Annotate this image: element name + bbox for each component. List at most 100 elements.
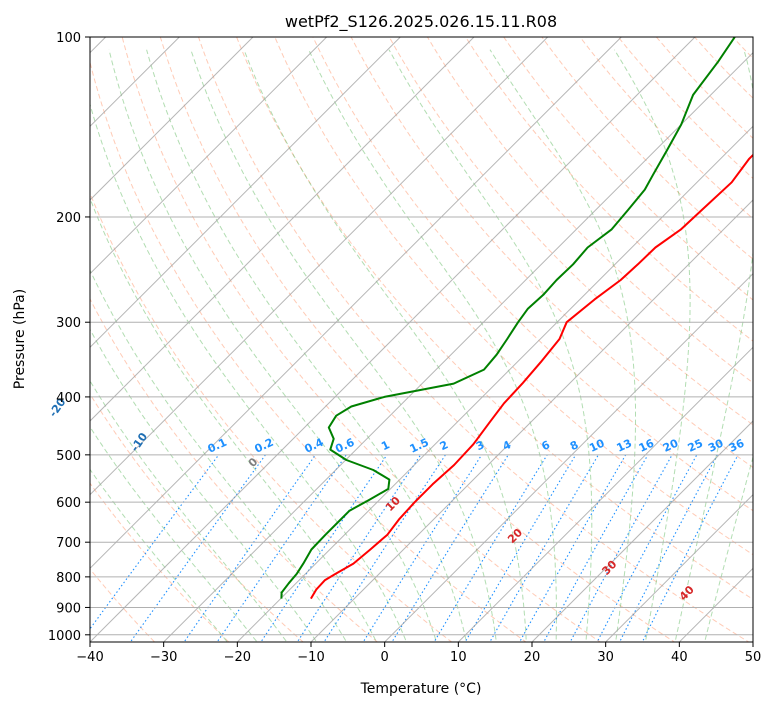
x-tick-label: −20: [224, 650, 251, 665]
x-tick-label: −40: [76, 650, 103, 665]
mixing-ratio-line: [296, 454, 422, 642]
mixing-ratio-line: [569, 454, 673, 642]
mixing-ratio-line: [260, 454, 388, 642]
series-lines: [280, 37, 753, 600]
dry-adiabat-label: -10: [128, 430, 150, 454]
moist-adiabat-line: [308, 49, 557, 642]
mixing-ratio-line: [391, 454, 509, 642]
mixing-ratio-line: [464, 454, 577, 642]
moist-adiabat-line: [90, 426, 258, 642]
isotherm-line: [90, 37, 622, 570]
dry-adiabat-line: [274, 37, 753, 556]
background-lines: [0, 37, 775, 648]
mixing-ratio-label: 1: [379, 438, 391, 453]
isotherm-line: [604, 493, 753, 642]
mixing-ratio-label: 0.1: [206, 436, 229, 456]
mixing-ratio-label: 25: [686, 437, 705, 455]
x-tick-label: −10: [297, 650, 324, 665]
mixing-ratio-line: [323, 454, 446, 642]
mixing-ratio-label: 16: [637, 436, 657, 454]
moist-adiabat-line: [243, 49, 527, 642]
y-tick-label: 700: [56, 536, 81, 551]
dry-adiabat-line: [503, 37, 753, 301]
dry-adiabat-line: [656, 37, 753, 139]
isotherm-line: [90, 37, 696, 642]
dry-adiabat-line: [90, 60, 527, 642]
dry-adiabat-line: [694, 37, 753, 99]
mixing-ratio-label: 20: [661, 436, 681, 454]
mixing-ratio-label: 6: [539, 438, 552, 453]
x-tick-label: 30: [597, 650, 614, 665]
x-axis-label: Temperature (°C): [360, 681, 482, 697]
x-tick-label: −30: [150, 650, 177, 665]
dry-adiabat-line: [90, 482, 230, 642]
dry-adiabat-line: [159, 37, 676, 642]
dry-adiabat-line: [90, 191, 453, 642]
chart-title: wetPf2_S126.2025.026.15.11.R08: [285, 12, 557, 32]
moist-adiabat-line: [90, 269, 348, 642]
y-tick-label: 200: [56, 211, 81, 226]
mixing-ratio-line: [433, 454, 548, 642]
axes: −40 −30 −20 −10 0 10 20 30 40 50 1000 900 800 700 600 5…: [48, 31, 761, 665]
x-tick-label: 0: [381, 650, 389, 665]
y-tick-label: 900: [56, 601, 81, 616]
dry-adiabat-line: [90, 297, 379, 642]
isotherm-line: [90, 37, 328, 275]
isotherm-line: [457, 346, 753, 642]
mixing-ratio-line: [183, 454, 316, 642]
dry-adiabat-line: [350, 37, 753, 469]
y-tick-label: 500: [56, 449, 81, 464]
dry-adiabat-line: [771, 37, 775, 648]
moist-adiabat-line: [108, 49, 437, 642]
y-tick-label: 400: [56, 391, 81, 406]
mixing-ratio-line: [362, 454, 483, 642]
isotherm-line: [236, 125, 753, 642]
y-tick-label: 300: [56, 316, 81, 331]
moist-adiabat-line: [90, 102, 408, 642]
mixing-ratio-label: 2: [438, 438, 450, 453]
isotherm-line: [162, 51, 753, 642]
isotherm-line: [531, 420, 753, 642]
isotherm-line: [90, 37, 401, 349]
isotherm-line: [383, 272, 753, 642]
dry-adiabat-line: [541, 37, 753, 260]
dry-adiabat-line: [465, 37, 753, 342]
x-tick-label: 50: [745, 650, 762, 665]
y-axis-label: Pressure (hPa): [12, 289, 28, 389]
x-tick-label: 40: [671, 650, 688, 665]
mixing-ratio-line: [90, 454, 220, 630]
moist-adiabat-line: [674, 49, 753, 642]
dry-adiabat-line: [579, 37, 753, 220]
grid-lines: [90, 37, 753, 642]
mixing-ratio-line: [129, 454, 266, 642]
plot-frame: [89, 36, 754, 643]
mixing-ratio-line: [519, 454, 627, 642]
moist-adiabat-line: [90, 468, 229, 642]
isotherm-line: [90, 37, 254, 201]
moist-adiabat-line: [613, 49, 691, 642]
dry-adiabat-line: [121, 37, 601, 642]
dry-adiabat-line: [312, 37, 753, 512]
dry-adiabat-line: [90, 393, 304, 642]
moist-adiabat-line: [489, 49, 636, 642]
mixing-ratio-label: 8: [568, 438, 580, 453]
mixing-ratio-label: 30: [706, 436, 726, 454]
moist-adiabat-line: [190, 49, 497, 642]
dry-adiabat-line: [0, 37, 10, 648]
moist-adiabat-line: [388, 49, 593, 642]
mixing-ratio-line: [489, 454, 599, 642]
dry-adiabat-line: [236, 37, 753, 600]
temperature-profile-line: [310, 153, 753, 600]
line-labels: -100-90-80-70-60-50-40-30-20-100.10.20.4…: [46, 395, 746, 603]
y-tick-label: 1000: [48, 629, 81, 644]
mixing-ratio-line: [619, 454, 718, 642]
mixing-ratio-label: 13: [615, 437, 634, 455]
moist-adiabat-line: [146, 49, 467, 642]
mixing-ratio-line: [641, 454, 739, 642]
dry-adiabat-line: [388, 37, 753, 426]
moist-adiabat-line: [704, 455, 753, 642]
isotherm-line: [90, 37, 475, 422]
dewpoint-profile-line: [280, 37, 736, 599]
mixing-ratio-label: 3: [474, 438, 486, 453]
